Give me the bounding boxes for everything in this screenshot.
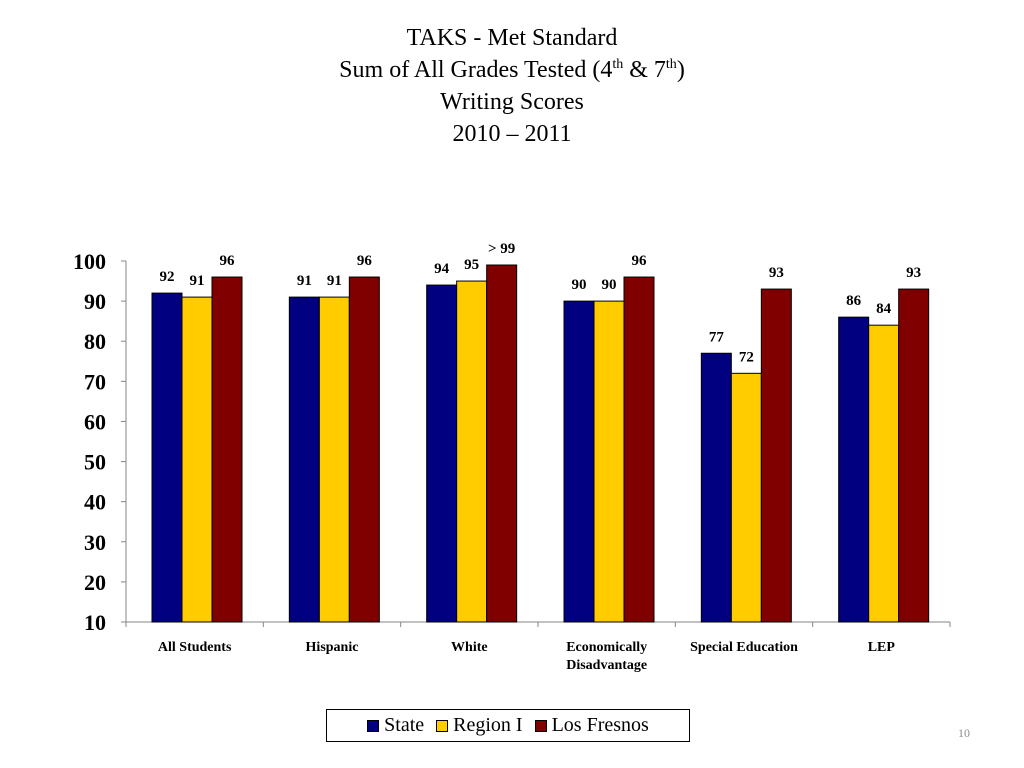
- legend-label-los-fresnos: Los Fresnos: [551, 714, 649, 736]
- legend-item-region: Region I: [436, 714, 523, 737]
- data-label: 90: [602, 277, 617, 293]
- legend-swatch-state: [367, 719, 380, 732]
- x-tick-label: Hispanic: [306, 640, 359, 655]
- y-tick-label: 90: [84, 289, 106, 314]
- bar: [486, 264, 518, 623]
- title-line-1: TAKS - Met Standard: [406, 25, 618, 51]
- title-line-4: 2010 – 2011: [452, 121, 572, 147]
- title-superscript-2: th: [665, 57, 677, 72]
- bar: [348, 276, 380, 623]
- title-superscript-1: th: [612, 57, 624, 72]
- data-label: 95: [464, 257, 479, 273]
- data-label: 84: [876, 301, 892, 317]
- data-label: 72: [739, 349, 754, 365]
- legend-label-state: State: [384, 714, 425, 736]
- bar: [563, 300, 595, 623]
- bar: [868, 324, 900, 623]
- data-label: 91: [190, 273, 205, 289]
- bar: [318, 296, 350, 623]
- bar: [181, 296, 213, 623]
- chart-legend: State Region I Los Fresnos: [326, 709, 690, 742]
- y-tick-label: 20: [84, 570, 106, 595]
- data-label: 90: [572, 277, 587, 293]
- title-line-3: Writing Scores: [440, 89, 584, 115]
- bar-chart: 10 20 30 40 50 60 70 80 90 100 92 91 96 All Students 9…: [73, 241, 951, 673]
- bar: [898, 288, 930, 623]
- y-tick-label: 60: [84, 409, 106, 434]
- title-line-2-end: ): [676, 57, 685, 83]
- data-label: > 99: [488, 241, 515, 257]
- legend-label-region: Region I: [453, 714, 523, 736]
- bar: [426, 284, 458, 623]
- data-label: 77: [709, 329, 725, 345]
- bar: [211, 276, 243, 623]
- title-line-2-text: Sum of All Grades Tested (4: [339, 57, 613, 83]
- title-line-2-mid: & 7: [623, 57, 666, 83]
- legend-swatch-region: [436, 719, 449, 732]
- data-label: 93: [769, 265, 784, 281]
- y-tick-label: 50: [84, 450, 106, 475]
- bar: [456, 280, 488, 623]
- y-tick-label: 30: [84, 530, 106, 555]
- page-number: 10: [958, 726, 970, 740]
- x-tick-label: Disadvantage: [566, 658, 647, 673]
- bar: [700, 352, 732, 623]
- data-label: 91: [327, 273, 342, 289]
- y-tick-label: 10: [84, 610, 106, 635]
- x-tick-label: Special Education: [690, 640, 798, 655]
- data-label: 91: [297, 273, 312, 289]
- bar: [760, 288, 792, 623]
- y-tick-label: 40: [84, 490, 106, 515]
- bar: [288, 296, 320, 623]
- y-tick-label: 100: [73, 249, 106, 274]
- bar: [151, 292, 183, 623]
- data-label: 92: [160, 269, 175, 285]
- x-tick-label: All Students: [158, 640, 232, 655]
- bar: [838, 316, 870, 623]
- bar: [730, 372, 762, 623]
- legend-item-los-fresnos: Los Fresnos: [534, 714, 649, 737]
- data-label: 93: [906, 265, 921, 281]
- legend-swatch-los-fresnos: [534, 719, 547, 732]
- y-tick-label: 80: [84, 329, 106, 354]
- data-label: 96: [632, 253, 648, 269]
- y-tick-label: 70: [84, 369, 106, 394]
- data-label: 96: [357, 253, 373, 269]
- data-label: 96: [220, 253, 236, 269]
- data-label: 86: [846, 293, 862, 309]
- bar: [593, 300, 625, 623]
- legend-item-state: State: [367, 714, 424, 737]
- x-tick-label: LEP: [868, 640, 896, 655]
- chart-title: TAKS - Met Standard Sum of All Grades Te…: [0, 22, 1024, 150]
- data-label: 94: [434, 261, 450, 277]
- title-line-2: Sum of All Grades Tested (4th & 7th): [0, 54, 1024, 86]
- bar: [623, 276, 655, 623]
- x-tick-label: Economically: [566, 640, 647, 655]
- x-tick-label: White: [451, 640, 488, 655]
